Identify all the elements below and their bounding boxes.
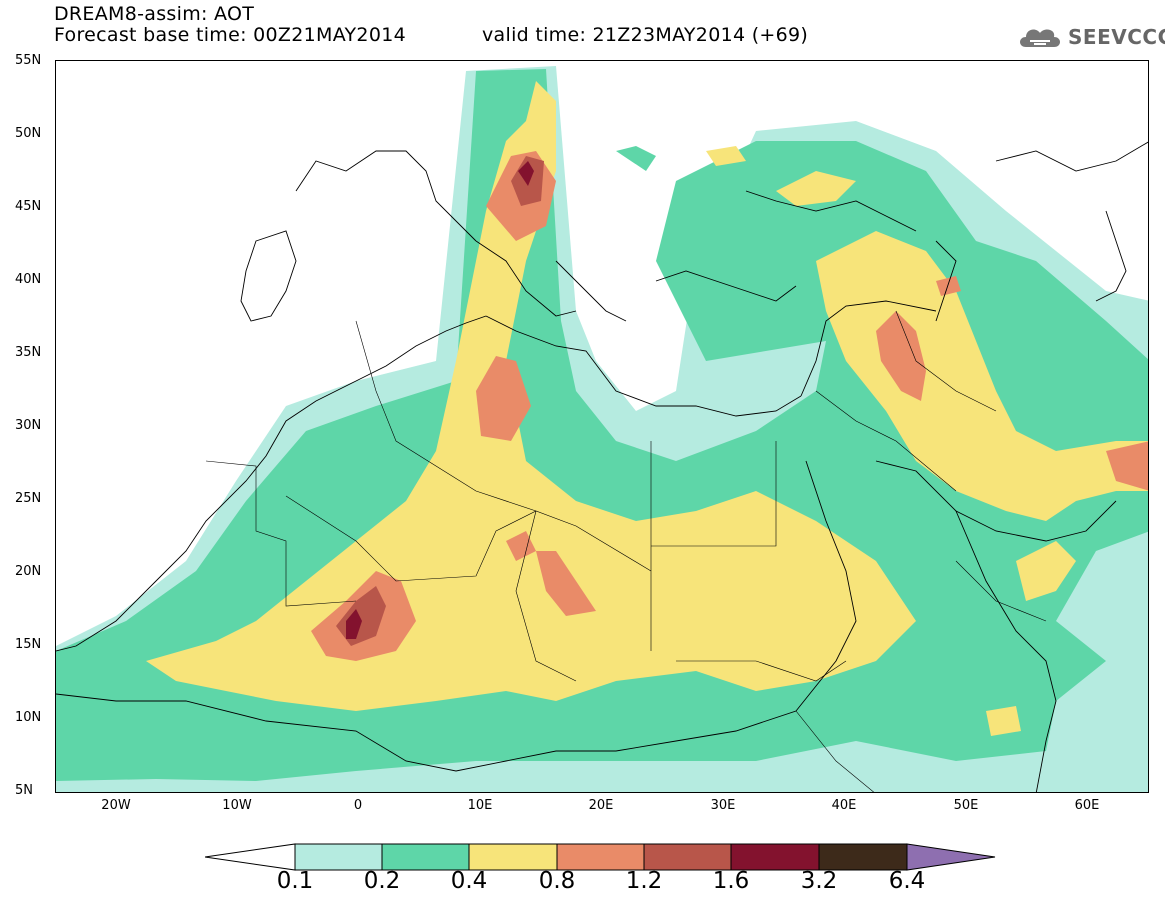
colorbar-bin [730, 843, 820, 871]
colorbar-bin [643, 843, 732, 871]
colorbar-label: 0.8 [538, 868, 576, 894]
colorbar [205, 843, 996, 871]
colorbar-label: 1.6 [712, 868, 750, 894]
lon-label: 20W [101, 798, 131, 813]
lat-label: 35N [15, 345, 42, 360]
colorbar-bin [818, 843, 908, 871]
aot-1.6-3.2-region [346, 161, 534, 639]
lon-label: 60E [1074, 798, 1100, 813]
lat-label: 20N [15, 564, 42, 579]
colorbar-label: 6.4 [888, 868, 926, 894]
coastlines [56, 141, 1148, 792]
seevccc-logo: SEEVCCC [1016, 20, 1165, 54]
valid-time: valid time: 21Z23MAY2014 (+69) [482, 24, 809, 46]
colorbar-label: 0.2 [363, 868, 401, 894]
lon-label: 20E [588, 798, 614, 813]
cloud-icon [1020, 29, 1060, 47]
lat-label: 5N [15, 783, 33, 798]
colorbar-over-arrow [906, 843, 996, 871]
lat-label: 55N [15, 53, 42, 68]
colorbar-under-arrow [205, 843, 296, 871]
lat-label: 25N [15, 491, 42, 506]
map-title: DREAM8-assim: AOT [54, 3, 255, 25]
lat-label: 50N [15, 126, 42, 141]
lat-label: 40N [15, 272, 42, 287]
lon-label: 40E [831, 798, 857, 813]
country-borders [205, 310, 1047, 792]
lat-label: 10N [15, 710, 42, 725]
lon-label: 10E [467, 798, 493, 813]
colorbar-label: 3.2 [800, 868, 838, 894]
colorbar-bin [381, 843, 470, 871]
lat-label: 30N [15, 418, 42, 433]
lat-label: 45N [15, 199, 42, 214]
colorbar-label: 0.4 [450, 868, 488, 894]
aot-map [55, 60, 1149, 793]
lon-label: 0 [353, 798, 363, 813]
lon-label: 10W [222, 798, 252, 813]
aot-field [56, 66, 1148, 792]
colorbar-label: 0.1 [276, 868, 314, 894]
colorbar-bin [468, 843, 558, 871]
forecast-base-time: Forecast base time: 00Z21MAY2014 [54, 24, 406, 46]
colorbar-bin [294, 843, 383, 871]
colorbar-label: 1.2 [625, 868, 663, 894]
colorbar-bin [556, 843, 645, 871]
lon-label: 30E [710, 798, 736, 813]
lon-label: 50E [953, 798, 979, 813]
lat-label: 15N [15, 637, 42, 652]
logo-text: SEEVCCC [1068, 25, 1165, 49]
